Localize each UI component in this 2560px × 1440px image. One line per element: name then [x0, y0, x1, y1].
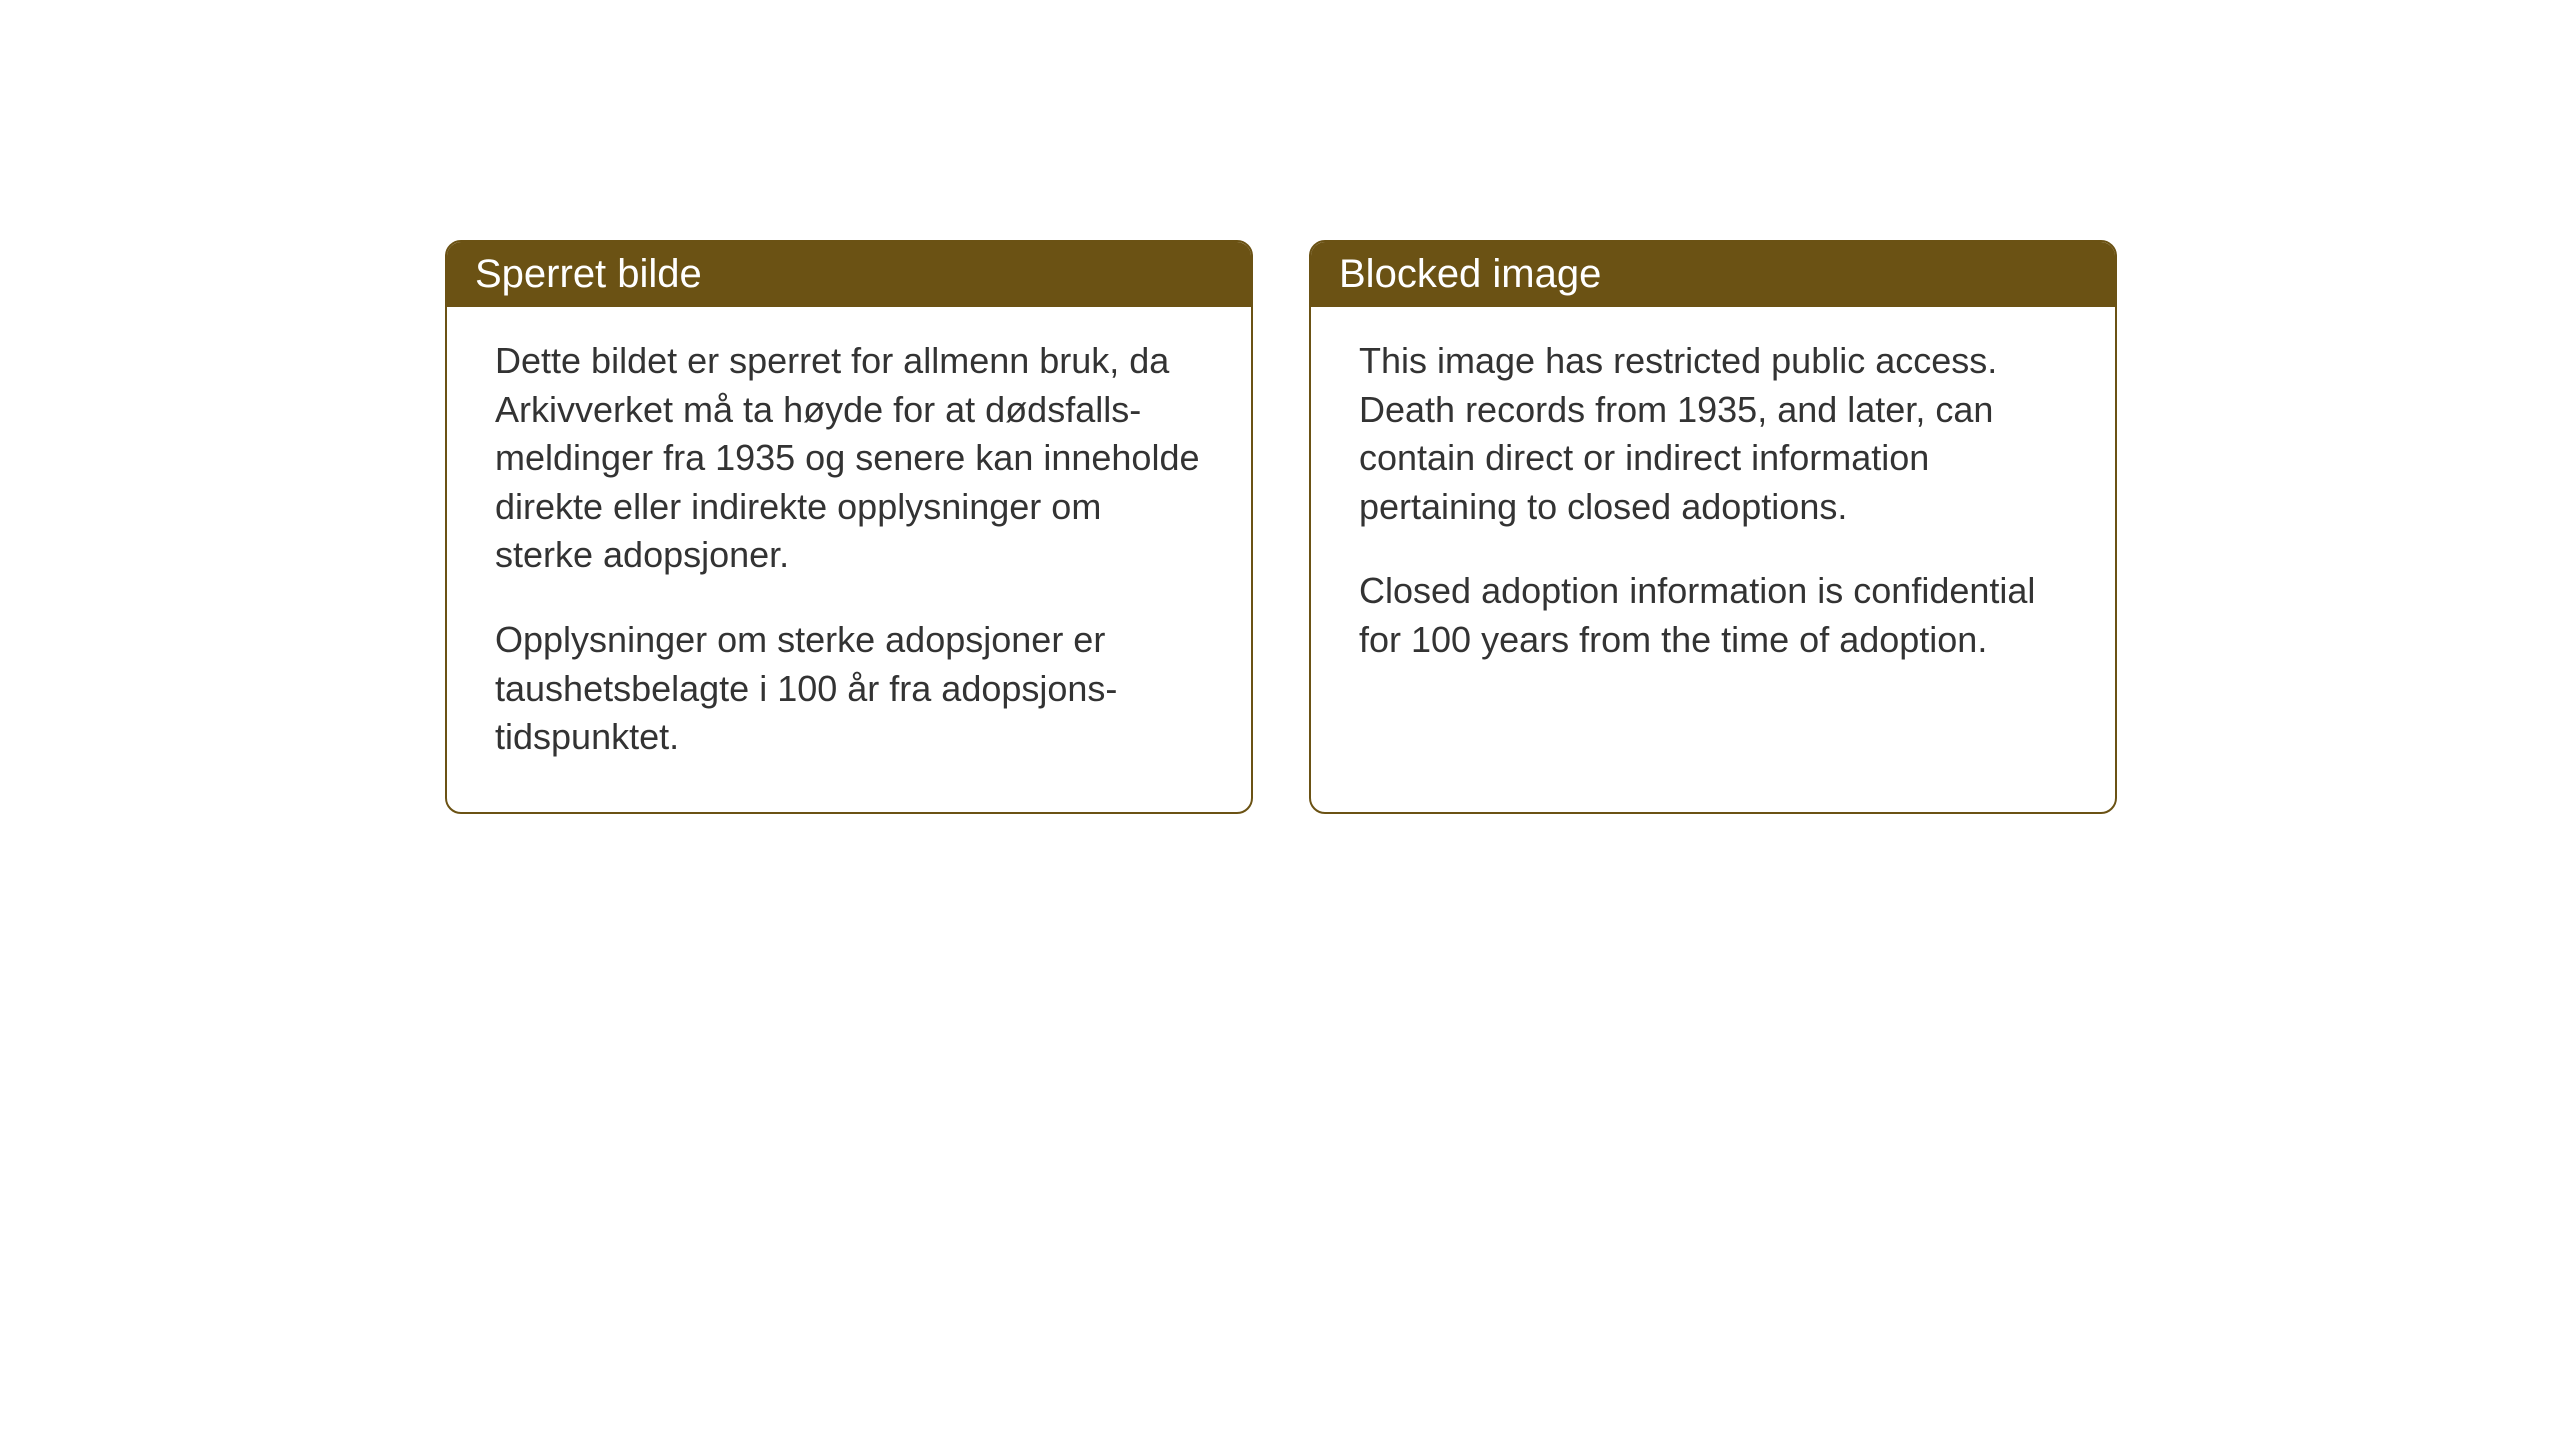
- norwegian-card-title: Sperret bilde: [447, 242, 1251, 307]
- norwegian-card-body: Dette bildet er sperret for allmenn bruk…: [447, 307, 1251, 812]
- norwegian-paragraph-2: Opplysninger om sterke adopsjoner er tau…: [495, 616, 1203, 762]
- english-card-title: Blocked image: [1311, 242, 2115, 307]
- norwegian-paragraph-1: Dette bildet er sperret for allmenn bruk…: [495, 337, 1203, 580]
- english-card-body: This image has restricted public access.…: [1311, 307, 2115, 715]
- notice-container: Sperret bilde Dette bildet er sperret fo…: [445, 240, 2117, 814]
- english-paragraph-1: This image has restricted public access.…: [1359, 337, 2067, 531]
- english-notice-card: Blocked image This image has restricted …: [1309, 240, 2117, 814]
- norwegian-notice-card: Sperret bilde Dette bildet er sperret fo…: [445, 240, 1253, 814]
- english-paragraph-2: Closed adoption information is confident…: [1359, 567, 2067, 664]
